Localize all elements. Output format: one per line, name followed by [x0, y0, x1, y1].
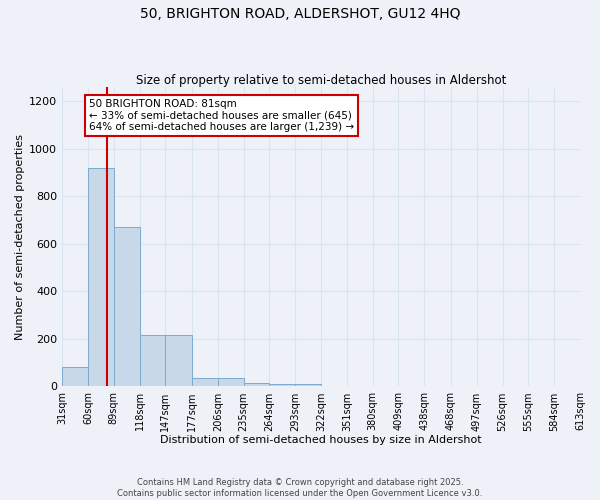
Bar — [192, 378, 218, 386]
Bar — [88, 168, 114, 386]
Bar — [140, 336, 166, 386]
Text: 50, BRIGHTON ROAD, ALDERSHOT, GU12 4HQ: 50, BRIGHTON ROAD, ALDERSHOT, GU12 4HQ — [140, 8, 460, 22]
Title: Size of property relative to semi-detached houses in Aldershot: Size of property relative to semi-detach… — [136, 74, 506, 87]
Bar — [269, 384, 295, 386]
Bar — [244, 383, 269, 386]
Bar — [218, 378, 244, 386]
Bar — [295, 384, 321, 386]
Text: 50 BRIGHTON ROAD: 81sqm
← 33% of semi-detached houses are smaller (645)
64% of s: 50 BRIGHTON ROAD: 81sqm ← 33% of semi-de… — [89, 99, 354, 132]
Bar — [114, 227, 140, 386]
Bar — [62, 368, 88, 386]
Text: Contains HM Land Registry data © Crown copyright and database right 2025.
Contai: Contains HM Land Registry data © Crown c… — [118, 478, 482, 498]
X-axis label: Distribution of semi-detached houses by size in Aldershot: Distribution of semi-detached houses by … — [160, 435, 482, 445]
Y-axis label: Number of semi-detached properties: Number of semi-detached properties — [15, 134, 25, 340]
Bar — [166, 336, 192, 386]
